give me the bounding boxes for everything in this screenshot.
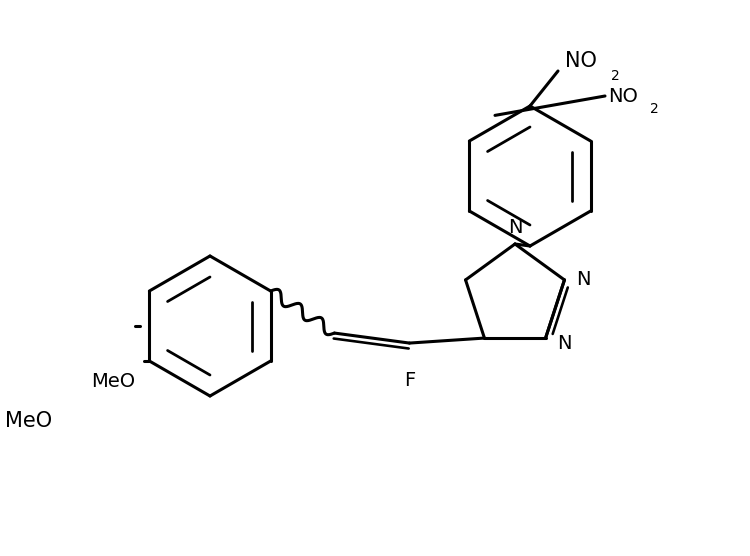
Text: N: N [508,218,522,237]
Text: 2: 2 [611,69,620,83]
Text: F: F [404,371,415,390]
Text: NO: NO [608,87,638,106]
Text: MeO: MeO [5,411,52,431]
Text: N: N [577,270,591,290]
Text: NO: NO [565,51,597,71]
Text: 2: 2 [650,102,658,116]
Text: N: N [557,334,572,353]
Text: MeO: MeO [91,371,135,390]
